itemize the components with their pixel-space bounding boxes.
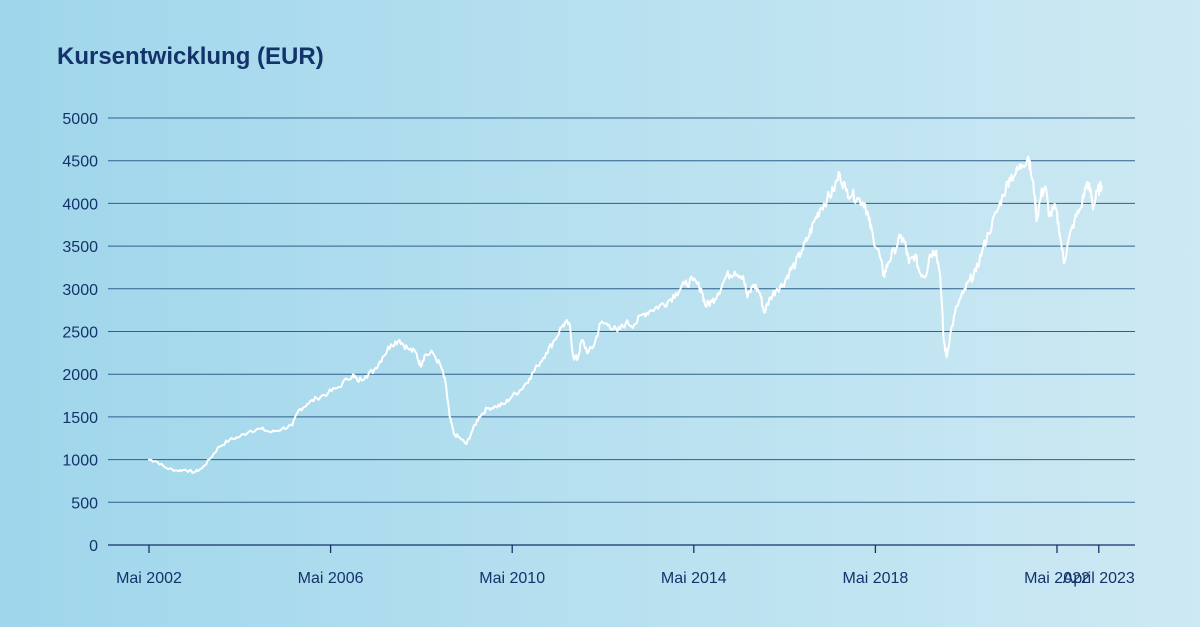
y-tick-label: 3500 (62, 239, 98, 256)
y-tick-label: 5000 (62, 111, 98, 128)
x-tick-label: Mai 2022 (1024, 570, 1090, 587)
x-axis-ticks: Mai 2002 Mai 2006 Mai 2010 Mai 2014 Mai 2018… (116, 545, 1135, 587)
y-axis-ticks: 0 500 1000 1500 2000 2500 3000 3500 4000 4500 5000 (62, 111, 98, 555)
x-tick-label: April 2023 (1063, 570, 1135, 587)
y-tick-label: 500 (71, 495, 98, 512)
x-tick-label: Mai 2010 (479, 570, 545, 587)
y-tick-label: 1500 (62, 410, 98, 427)
price-series-line (148, 155, 1103, 474)
x-tick-label: Mai 2018 (842, 570, 908, 587)
x-tick-label: Mai 2002 (116, 570, 182, 587)
gridlines (108, 117, 1135, 503)
y-tick-label: 2500 (62, 325, 98, 342)
x-tick-label: Mai 2006 (298, 570, 364, 587)
y-tick-label: 0 (89, 538, 98, 555)
x-tick-label: Mai 2014 (661, 570, 727, 587)
y-tick-label: 4500 (62, 154, 98, 171)
chart-title: Kursentwicklung (EUR) (57, 43, 324, 70)
y-tick-label: 4000 (62, 196, 98, 213)
y-tick-label: 1000 (62, 453, 98, 470)
y-tick-label: 2000 (62, 367, 98, 384)
y-tick-label: 3000 (62, 282, 98, 299)
